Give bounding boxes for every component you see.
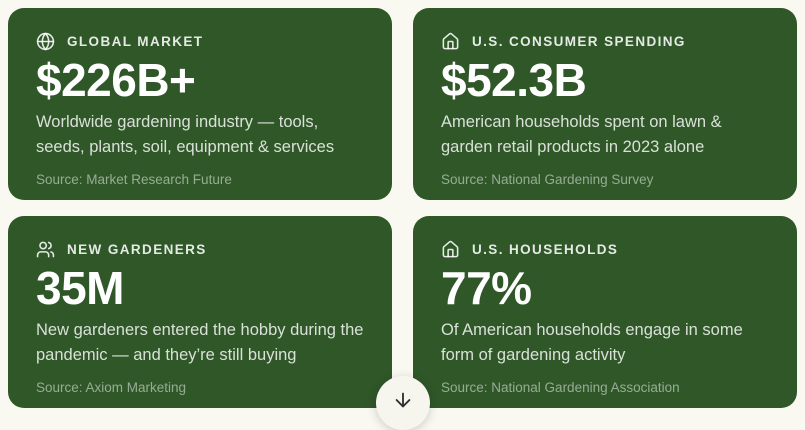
- card-header: U.S. HOUSEHOLDS: [441, 240, 769, 259]
- stat-source: Source: Axiom Marketing: [36, 379, 187, 395]
- globe-icon: [36, 32, 55, 51]
- stat-description: Of American households engage in some fo…: [441, 320, 743, 364]
- stat-value: 35M: [36, 262, 124, 314]
- card-header: NEW GARDENERS: [36, 240, 364, 259]
- stat-description: Worldwide gardening industry — tools, se…: [36, 112, 335, 156]
- users-icon: [36, 240, 55, 259]
- stat-description: New gardeners entered the hobby during t…: [36, 320, 364, 364]
- arrow-down-icon: [392, 389, 414, 411]
- stat-label: NEW GARDENERS: [67, 242, 207, 257]
- stat-source: Source: National Gardening Association: [441, 379, 680, 395]
- stat-card-consumer-spending: U.S. CONSUMER SPENDING $52.3B American h…: [413, 8, 797, 200]
- stat-source: Source: National Gardening Survey: [441, 171, 654, 187]
- scroll-down-button[interactable]: [376, 376, 430, 430]
- stat-value: $52.3B: [441, 54, 587, 106]
- stat-card-global-market: GLOBAL MARKET $226B+ Worldwide gardening…: [8, 8, 392, 200]
- stat-label: GLOBAL MARKET: [67, 34, 204, 49]
- home-icon: [441, 32, 460, 51]
- stat-card-us-households: U.S. HOUSEHOLDS 77% Of American househol…: [413, 216, 797, 408]
- stat-label: U.S. HOUSEHOLDS: [472, 242, 619, 257]
- stat-description: American households spent on lawn & gard…: [441, 112, 722, 156]
- card-header: U.S. CONSUMER SPENDING: [441, 32, 769, 51]
- stats-grid: GLOBAL MARKET $226B+ Worldwide gardening…: [8, 8, 797, 408]
- stat-label: U.S. CONSUMER SPENDING: [472, 34, 686, 49]
- stat-value: $226B+: [36, 54, 196, 106]
- stat-value: 77%: [441, 262, 532, 314]
- stat-card-new-gardeners: NEW GARDENERS 35M New gardeners entered …: [8, 216, 392, 408]
- stat-source: Source: Market Research Future: [36, 171, 232, 187]
- home-icon: [441, 240, 460, 259]
- card-header: GLOBAL MARKET: [36, 32, 364, 51]
